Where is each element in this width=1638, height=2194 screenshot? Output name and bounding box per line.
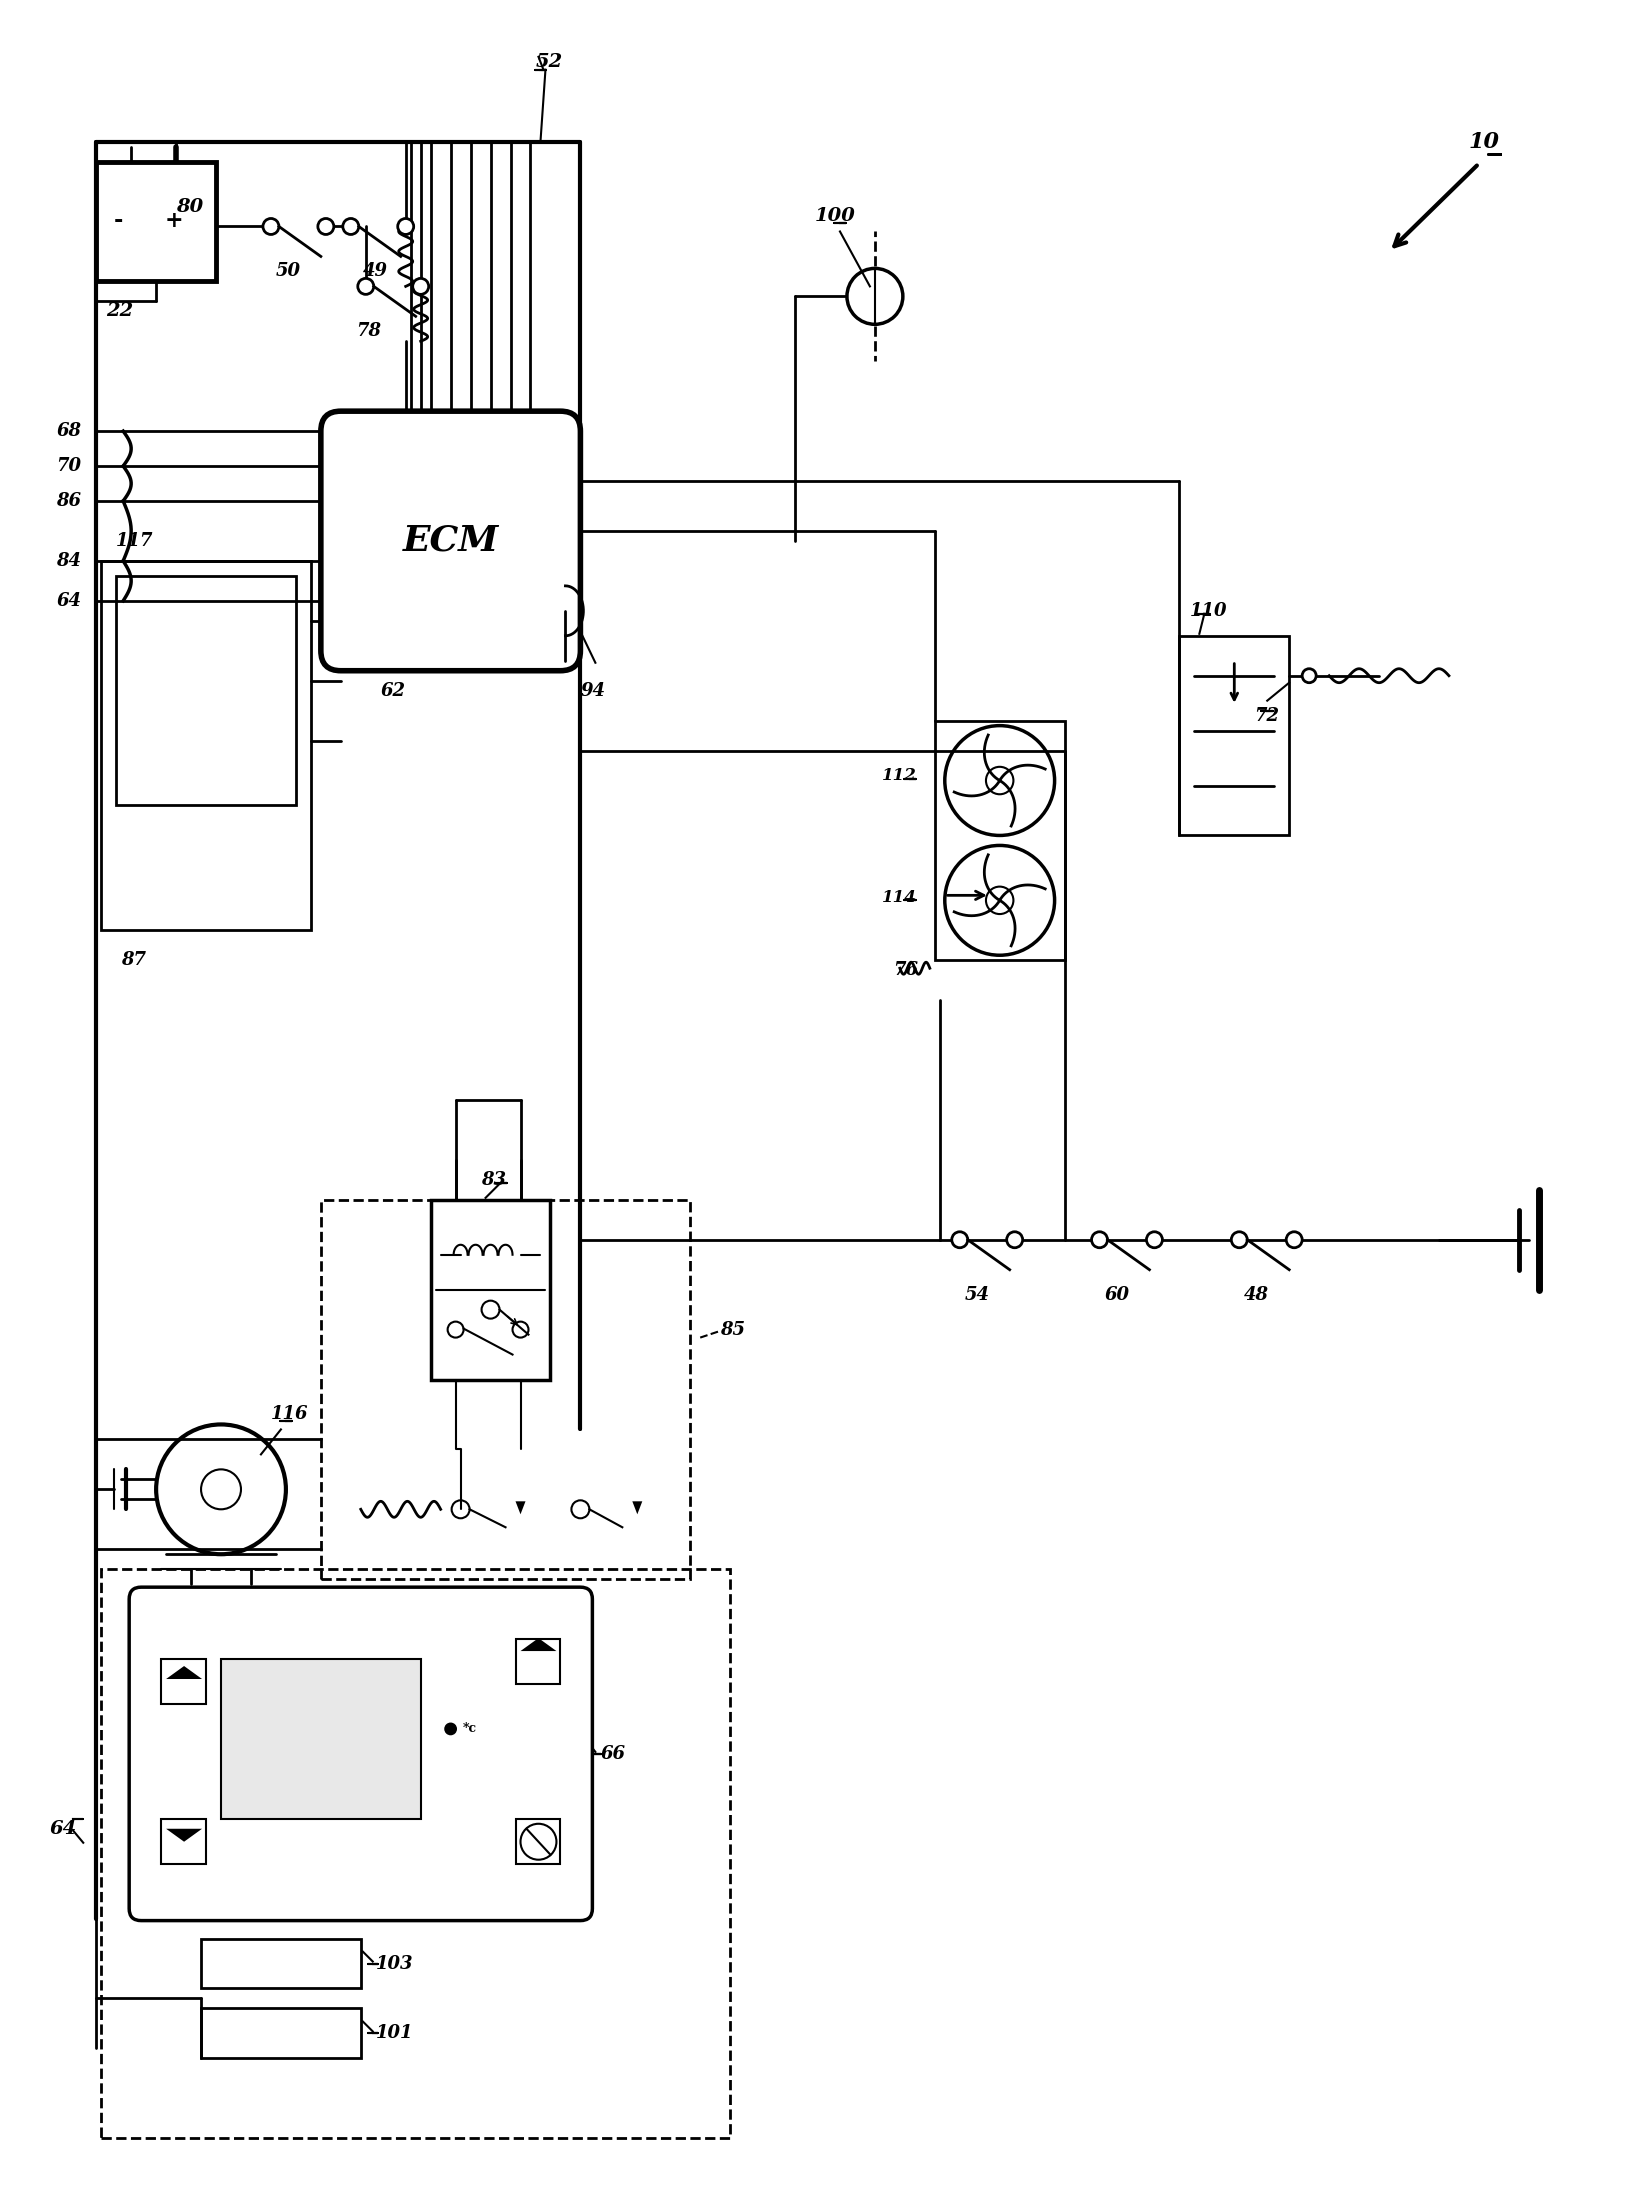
Text: 49: 49: [362, 263, 388, 281]
Text: 64: 64: [49, 1819, 77, 1839]
Polygon shape: [632, 1501, 642, 1514]
Circle shape: [1232, 1231, 1247, 1248]
Text: 87: 87: [121, 952, 146, 970]
Circle shape: [342, 219, 359, 235]
Bar: [935, 720, 1065, 961]
Text: *c: *c: [462, 1722, 477, 1735]
Text: 80: 80: [177, 197, 203, 215]
Text: 86: 86: [56, 491, 82, 509]
Text: 68: 68: [56, 421, 82, 441]
Circle shape: [1147, 1231, 1163, 1248]
Circle shape: [1302, 669, 1317, 682]
Circle shape: [1091, 1231, 1107, 1248]
Text: 72: 72: [1255, 706, 1279, 724]
Text: 112: 112: [881, 768, 917, 783]
Bar: [161, 1819, 206, 1863]
Bar: [102, 1569, 731, 2139]
FancyBboxPatch shape: [129, 1586, 593, 1920]
Text: 78: 78: [355, 323, 380, 340]
Text: 76: 76: [893, 961, 917, 979]
Text: 70: 70: [56, 456, 82, 476]
Text: 116: 116: [270, 1406, 308, 1424]
Bar: [201, 1939, 360, 1988]
Bar: [1179, 636, 1289, 836]
Text: 100: 100: [816, 208, 857, 226]
Text: +: +: [165, 211, 183, 233]
Text: 103: 103: [375, 1955, 413, 1972]
Bar: [161, 1659, 206, 1705]
Circle shape: [1286, 1231, 1302, 1248]
Circle shape: [952, 1231, 968, 1248]
Text: 60: 60: [1104, 1286, 1130, 1303]
Bar: [431, 1200, 550, 1380]
Text: 62: 62: [380, 682, 406, 700]
Text: 101: 101: [375, 2025, 413, 2043]
Text: 64: 64: [56, 592, 82, 610]
Text: 22: 22: [106, 303, 133, 320]
Bar: [516, 1639, 560, 1685]
Text: -: -: [113, 211, 123, 233]
Polygon shape: [165, 1665, 201, 1678]
Text: 84: 84: [56, 553, 82, 570]
Text: 83: 83: [480, 1172, 506, 1189]
Circle shape: [413, 279, 429, 294]
Polygon shape: [521, 1639, 557, 1652]
Text: 117: 117: [116, 531, 154, 551]
Text: 114: 114: [881, 889, 917, 906]
Text: ECM: ECM: [403, 524, 498, 557]
Text: 54: 54: [965, 1286, 989, 1303]
Bar: [201, 2008, 360, 2058]
Circle shape: [398, 219, 414, 235]
Text: 66: 66: [601, 1744, 626, 1764]
Bar: [221, 1659, 421, 1819]
Circle shape: [264, 219, 278, 235]
Bar: [116, 575, 296, 805]
Text: 10: 10: [1469, 132, 1500, 154]
Circle shape: [357, 279, 373, 294]
Circle shape: [318, 219, 334, 235]
Text: 50: 50: [275, 263, 301, 281]
Bar: [97, 162, 216, 281]
Polygon shape: [516, 1501, 526, 1514]
Bar: [321, 1200, 690, 1580]
Circle shape: [1007, 1231, 1022, 1248]
Text: 110: 110: [1189, 601, 1227, 621]
Text: 85: 85: [721, 1321, 745, 1338]
FancyBboxPatch shape: [321, 410, 580, 671]
Bar: [516, 1819, 560, 1863]
Text: 52: 52: [536, 53, 563, 70]
Text: 94: 94: [580, 682, 606, 700]
Circle shape: [446, 1724, 455, 1733]
Bar: [102, 562, 311, 930]
Text: 48: 48: [1245, 1286, 1269, 1303]
Polygon shape: [165, 1830, 201, 1841]
